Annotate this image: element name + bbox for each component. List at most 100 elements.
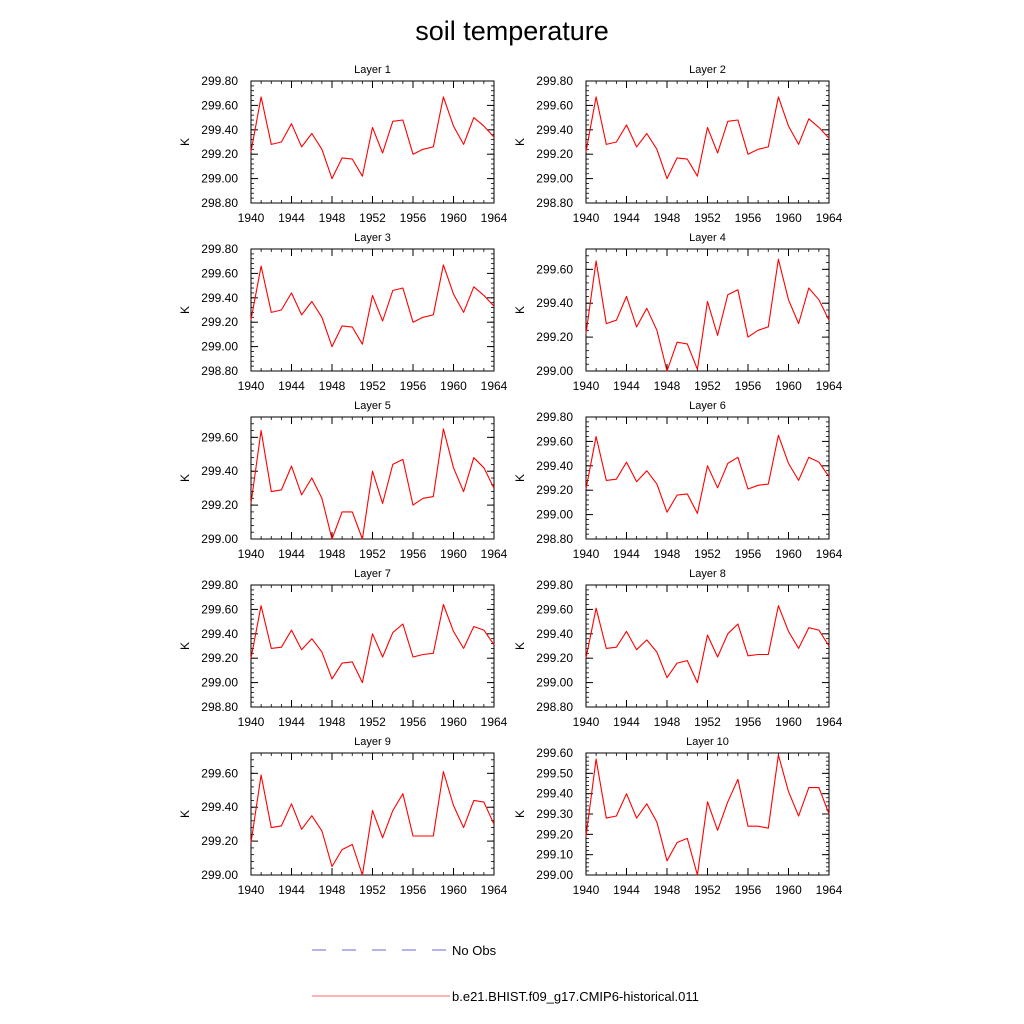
series-line <box>250 603 495 684</box>
y-tick-label: 299.20 <box>201 498 238 512</box>
x-tick-label: 1952 <box>694 883 721 897</box>
x-tick-label: 1956 <box>735 883 762 897</box>
y-tick-label: 299.20 <box>201 834 238 848</box>
panels: Layer 1 K 1940 1944 1948 1952 1956 1960 1964 298.… <box>178 64 843 897</box>
x-tick-label: 1940 <box>573 379 600 393</box>
y-tick-label: 299.60 <box>536 602 573 616</box>
x-tick-label: 1952 <box>359 379 386 393</box>
x-tick-label: 1952 <box>694 379 721 393</box>
x-tick-label: 1948 <box>654 715 681 729</box>
x-tick-label: 1956 <box>400 883 427 897</box>
y-tick-label: 299.00 <box>201 532 238 546</box>
x-tick-label: 1956 <box>400 715 427 729</box>
panel-layer-6: Layer 6 K 1940 1944 1948 1952 1956 1960 1964 298.… <box>513 400 843 561</box>
y-tick-label: 299.60 <box>536 746 573 760</box>
y-axis-label: K <box>178 138 192 146</box>
panel-title: Layer 1 <box>354 64 391 76</box>
legend: No Obs b.e21.BHIST.f09_g17.CMIP6-histori… <box>312 943 699 1004</box>
y-axis-label: K <box>178 642 192 650</box>
x-tick-label: 1940 <box>573 883 600 897</box>
panel-title: Layer 9 <box>354 736 391 748</box>
y-tick-label: 298.80 <box>201 364 238 378</box>
panel-layer-4: Layer 4 K 1940 1944 1948 1952 1956 1960 1964 299.… <box>513 232 843 393</box>
y-tick-label: 299.00 <box>201 340 238 354</box>
x-tick-label: 1948 <box>319 715 346 729</box>
x-tick-label: 1960 <box>775 883 802 897</box>
x-tick-label: 1948 <box>319 211 346 225</box>
y-tick-label: 299.80 <box>201 578 238 592</box>
x-tick-label: 1944 <box>613 883 640 897</box>
series-line <box>250 771 495 876</box>
y-axis-label: K <box>178 474 192 482</box>
legend-model-label: b.e21.BHIST.f09_g17.CMIP6-historical.011 <box>452 989 699 1004</box>
x-tick-label: 1960 <box>775 379 802 393</box>
series-line <box>250 264 495 348</box>
x-tick-label: 1944 <box>613 211 640 225</box>
y-tick-label: 299.60 <box>201 430 238 444</box>
x-tick-label: 1952 <box>694 715 721 729</box>
y-tick-label: 299.30 <box>536 807 573 821</box>
y-tick-label: 299.10 <box>536 848 573 862</box>
y-tick-label: 299.40 <box>201 464 238 478</box>
x-tick-label: 1956 <box>400 547 427 561</box>
panel-layer-10: Layer 10 K 1940 1944 1948 1952 1956 1960 1964 299… <box>513 736 843 897</box>
y-tick-label: 299.50 <box>536 766 573 780</box>
x-tick-label: 1952 <box>359 547 386 561</box>
y-tick-label: 298.80 <box>536 532 573 546</box>
y-tick-label: 299.40 <box>536 123 573 137</box>
y-tick-label: 299.20 <box>536 330 573 344</box>
series-line <box>585 754 830 876</box>
y-tick-label: 299.40 <box>536 296 573 310</box>
panel-title: Layer 10 <box>686 736 729 748</box>
x-tick-label: 1940 <box>573 211 600 225</box>
x-tick-label: 1940 <box>573 715 600 729</box>
x-tick-label: 1956 <box>735 547 762 561</box>
x-tick-label: 1964 <box>481 211 508 225</box>
x-tick-label: 1940 <box>238 883 265 897</box>
y-axis-label: K <box>513 642 527 650</box>
legend-no-obs-label: No Obs <box>452 943 497 958</box>
x-tick-label: 1960 <box>440 211 467 225</box>
x-tick-label: 1960 <box>440 379 467 393</box>
y-tick-label: 299.20 <box>201 147 238 161</box>
x-tick-label: 1948 <box>654 211 681 225</box>
y-tick-label: 299.80 <box>201 74 238 88</box>
y-tick-label: 299.60 <box>536 262 573 276</box>
y-tick-label: 299.40 <box>201 291 238 305</box>
x-tick-label: 1952 <box>359 715 386 729</box>
y-tick-label: 299.20 <box>536 827 573 841</box>
x-tick-label: 1964 <box>481 715 508 729</box>
x-tick-label: 1944 <box>613 379 640 393</box>
x-tick-label: 1964 <box>816 211 843 225</box>
y-tick-label: 299.80 <box>201 242 238 256</box>
y-tick-label: 299.40 <box>201 123 238 137</box>
x-tick-label: 1940 <box>238 211 265 225</box>
y-tick-label: 299.40 <box>536 459 573 473</box>
x-tick-label: 1960 <box>440 883 467 897</box>
y-tick-label: 299.60 <box>201 766 238 780</box>
x-tick-label: 1956 <box>735 379 762 393</box>
y-tick-label: 299.40 <box>536 787 573 801</box>
y-tick-label: 299.60 <box>201 266 238 280</box>
x-tick-label: 1940 <box>238 715 265 729</box>
series-line <box>250 428 495 540</box>
x-tick-label: 1944 <box>278 547 305 561</box>
figure-title: soil temperature <box>415 16 609 46</box>
x-tick-label: 1952 <box>694 547 721 561</box>
panel-layer-9: Layer 9 K 1940 1944 1948 1952 1956 1960 1964 299.… <box>178 736 508 897</box>
y-axis-label: K <box>513 474 527 482</box>
x-tick-label: 1944 <box>278 715 305 729</box>
x-tick-label: 1964 <box>481 883 508 897</box>
y-tick-label: 299.60 <box>201 602 238 616</box>
x-tick-label: 1948 <box>319 883 346 897</box>
y-tick-label: 298.80 <box>536 196 573 210</box>
series-line <box>250 96 495 180</box>
y-tick-label: 299.00 <box>536 676 573 690</box>
y-axis-label: K <box>178 306 192 314</box>
y-tick-label: 299.40 <box>536 627 573 641</box>
panel-layer-3: Layer 3 K 1940 1944 1948 1952 1956 1960 1964 298.… <box>178 232 508 393</box>
y-tick-label: 298.80 <box>536 700 573 714</box>
x-tick-label: 1960 <box>775 547 802 561</box>
panel-title: Layer 6 <box>689 400 726 412</box>
